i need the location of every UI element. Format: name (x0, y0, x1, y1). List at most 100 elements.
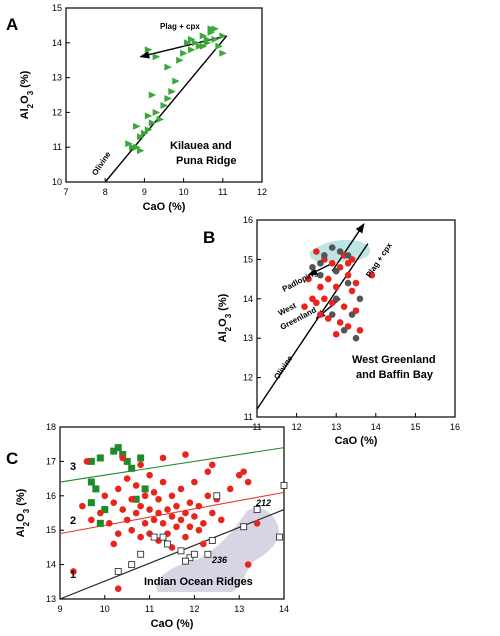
panel-label-b: B (203, 228, 215, 247)
data-point-gray (332, 295, 340, 303)
data-point-triangle (148, 119, 157, 127)
data-point-triangle (152, 108, 161, 116)
data-point-red (146, 506, 153, 513)
data-point-triangle (140, 129, 149, 137)
data-point-open-square (128, 561, 136, 569)
data-point-red (344, 271, 352, 279)
data-point-green-square (96, 519, 104, 527)
data-point-red (177, 516, 185, 524)
data-point-triangle (156, 115, 165, 123)
data-point-red (344, 260, 352, 267)
x-axis-title-c: CaO (%) (151, 618, 194, 630)
data-point-gray (317, 260, 324, 267)
data-point-red (332, 330, 340, 338)
line-label-2: 2 (70, 515, 76, 527)
data-point-green-square (87, 457, 95, 465)
y-tick-label-a: 10 (52, 177, 62, 187)
data-point-gray (348, 311, 356, 318)
data-point-gray (352, 334, 360, 342)
y-tick-label-b: 15 (243, 254, 253, 264)
data-point-red (317, 311, 324, 318)
x-axis-title-b: CaO (%) (335, 435, 378, 447)
data-point-open-square (213, 492, 221, 500)
data-point-red (114, 530, 122, 537)
data-point-triangle (144, 112, 153, 120)
x-tick-label-a: 11 (218, 187, 227, 197)
data-point-red (200, 540, 207, 548)
y-axis-title-b: Al2O3 (%) (217, 293, 233, 342)
data-point-green-square (87, 478, 95, 486)
data-point-red (119, 454, 127, 462)
data-point-red (114, 485, 122, 493)
data-point-red (332, 283, 340, 291)
data-point-red (159, 454, 167, 462)
trend-line-b (331, 223, 365, 272)
data-point-red (182, 509, 189, 517)
data-point-red (200, 520, 207, 527)
data-point-triangle (133, 143, 141, 151)
x-tick-label-c: 10 (100, 604, 110, 614)
y-tick-label-c: 13 (46, 594, 56, 604)
data-point-open-square (280, 482, 288, 489)
data-point-red (164, 506, 171, 513)
data-point-red (173, 523, 180, 531)
panel-title-b-line2: and Baffin Bay (356, 369, 434, 381)
data-point-triangle (164, 94, 172, 102)
y-tick-label-b: 11 (244, 412, 253, 422)
trend-line-c (59, 447, 285, 483)
data-point-red (173, 502, 180, 510)
data-point-gray (328, 244, 336, 251)
y-tick-label-a: 12 (52, 107, 62, 117)
data-point-open-square (276, 533, 283, 541)
data-point-red (191, 513, 198, 520)
annotation-olivine-b: Olivine (272, 354, 295, 382)
annotation-plag-cpx-a: Plag + cpx (160, 22, 200, 31)
data-point-red (301, 303, 308, 310)
y-tick-label-c: 17 (46, 456, 56, 466)
data-point-red (305, 275, 312, 283)
data-point-red (137, 533, 144, 541)
data-point-green-square (119, 451, 127, 459)
data-point-triangle (144, 126, 153, 134)
data-point-red (128, 495, 135, 503)
data-point-red (105, 520, 113, 527)
data-point-open-square (177, 547, 185, 555)
data-point-red (88, 516, 95, 524)
data-point-triangle (191, 39, 200, 47)
data-point-red (119, 506, 127, 513)
data-point-red (340, 303, 348, 310)
x-tick-label-c: 12 (189, 604, 199, 614)
panel-title-b-line1: West Greenland (352, 354, 436, 366)
line-label-3: 3 (70, 461, 76, 473)
data-point-red (101, 492, 109, 500)
y-axis-title-c: Al2O3 (%) (15, 488, 31, 537)
panel-title-c: Indian Ocean Ridges (144, 576, 253, 588)
x-tick-label-a: 8 (103, 187, 108, 197)
data-point-gray (328, 311, 336, 318)
data-point-red (352, 279, 360, 287)
x-tick-label-c: 11 (145, 604, 154, 614)
data-point-green-square (132, 495, 140, 503)
data-point-open-square (164, 540, 171, 548)
trend-line-b (256, 243, 369, 410)
data-point-green-square (101, 506, 109, 514)
data-point-red (204, 468, 212, 476)
data-point-triangle (136, 147, 145, 155)
data-point-triangle (129, 143, 137, 151)
data-point-red (313, 299, 320, 307)
data-point-red (235, 471, 243, 479)
data-point-red (110, 499, 118, 506)
panel-label-a: A (6, 15, 18, 34)
data-point-gray (340, 327, 348, 334)
x-tick-label-b: 16 (450, 422, 460, 432)
annotation-plag-cpx-b: Plag + cpx (364, 241, 394, 279)
data-point-red (244, 561, 252, 568)
y-tick-label-c: 16 (46, 491, 56, 501)
data-point-green-square (137, 454, 145, 462)
data-point-triangle (160, 101, 168, 109)
data-point-red (79, 502, 86, 510)
data-point-red (324, 275, 332, 283)
data-point-red (150, 516, 158, 524)
